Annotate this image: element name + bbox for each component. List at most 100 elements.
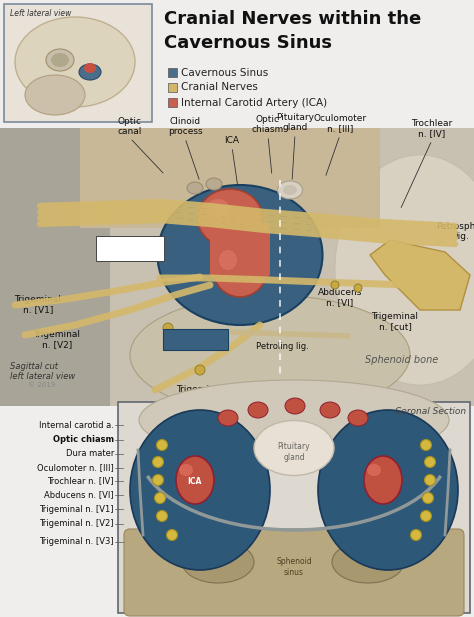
Ellipse shape [51, 53, 69, 67]
Ellipse shape [348, 410, 368, 426]
Text: Trigeminal n. [V1]: Trigeminal n. [V1] [39, 505, 114, 513]
Ellipse shape [283, 185, 297, 195]
Text: Pituitary
gland: Pituitary gland [276, 112, 314, 132]
Circle shape [153, 474, 164, 486]
Ellipse shape [248, 402, 268, 418]
Ellipse shape [187, 182, 203, 194]
Circle shape [420, 510, 431, 521]
Text: Dura mater: Dura mater [65, 450, 114, 458]
Polygon shape [370, 240, 470, 310]
Text: Optic chiasm: Optic chiasm [53, 436, 114, 444]
Text: ICA: ICA [225, 136, 239, 145]
Circle shape [425, 474, 436, 486]
Circle shape [420, 439, 431, 450]
Text: Petroling lig.: Petroling lig. [255, 342, 309, 351]
Ellipse shape [25, 75, 85, 115]
Circle shape [153, 457, 164, 468]
Ellipse shape [130, 295, 410, 415]
FancyBboxPatch shape [97, 236, 164, 260]
Ellipse shape [335, 155, 474, 385]
Ellipse shape [212, 239, 267, 297]
Ellipse shape [364, 456, 402, 504]
Circle shape [163, 323, 173, 333]
Ellipse shape [79, 64, 101, 80]
Circle shape [331, 281, 339, 289]
Circle shape [195, 365, 205, 375]
Ellipse shape [179, 464, 193, 476]
Text: Petrosphen
lig.: Petrosphen lig. [437, 222, 474, 241]
Text: Sphenoid
sinus: Sphenoid sinus [276, 557, 312, 577]
FancyBboxPatch shape [210, 223, 270, 278]
Ellipse shape [46, 49, 74, 71]
Text: Optic
canal: Optic canal [118, 117, 142, 136]
Circle shape [155, 492, 165, 503]
Ellipse shape [139, 380, 449, 460]
Circle shape [156, 510, 167, 521]
Circle shape [166, 529, 177, 540]
Text: Trigeminal
n. [V1]: Trigeminal n. [V1] [15, 295, 62, 315]
Text: Cavernous
Sinus: Cavernous Sinus [171, 329, 221, 349]
Text: Optic
chiasm: Optic chiasm [252, 115, 284, 134]
Ellipse shape [318, 410, 458, 570]
Text: Cranial Nerves within the: Cranial Nerves within the [164, 10, 421, 28]
Bar [168, 83, 177, 92]
Ellipse shape [320, 402, 340, 418]
Ellipse shape [207, 199, 229, 217]
Text: Trigeminal n. [V2]: Trigeminal n. [V2] [39, 520, 114, 529]
Circle shape [410, 529, 421, 540]
Text: Oculomoter n. [III]: Oculomoter n. [III] [37, 463, 114, 473]
Ellipse shape [367, 464, 381, 476]
FancyBboxPatch shape [164, 328, 228, 349]
Text: Pituitary
gland: Pituitary gland [278, 442, 310, 462]
Text: Trigeminal n. [V3]: Trigeminal n. [V3] [39, 537, 114, 547]
Ellipse shape [198, 189, 263, 247]
Bar [168, 68, 177, 77]
Circle shape [156, 439, 167, 450]
Ellipse shape [182, 541, 254, 583]
Text: Internal Carotid Artery (ICA): Internal Carotid Artery (ICA) [181, 97, 327, 107]
FancyBboxPatch shape [80, 128, 380, 228]
Text: Sup. orbital
fissure: Sup. orbital fissure [106, 238, 154, 258]
Text: Coronal Section: Coronal Section [395, 407, 466, 416]
Text: Sagittal cut
left lateral view: Sagittal cut left lateral view [10, 362, 75, 381]
Text: Internal carotid a.: Internal carotid a. [39, 421, 114, 429]
Text: Abducens n. [VI]: Abducens n. [VI] [45, 491, 114, 500]
Ellipse shape [254, 421, 334, 476]
FancyBboxPatch shape [124, 529, 464, 616]
Bar [0, 128, 474, 406]
Circle shape [354, 284, 362, 292]
Ellipse shape [176, 456, 214, 504]
Text: Left lateral view: Left lateral view [10, 9, 72, 18]
Ellipse shape [218, 410, 238, 426]
Text: Sphenoid bone: Sphenoid bone [365, 355, 438, 365]
Text: Abducens
n. [VI]: Abducens n. [VI] [318, 288, 362, 307]
Ellipse shape [130, 410, 270, 570]
Circle shape [169, 340, 179, 350]
Text: Cranial Nerves: Cranial Nerves [181, 83, 258, 93]
Bar [4, 4, 152, 122]
Ellipse shape [219, 250, 237, 270]
FancyBboxPatch shape [0, 128, 110, 406]
Circle shape [422, 492, 434, 503]
Ellipse shape [206, 178, 222, 190]
Text: ICA: ICA [187, 476, 201, 486]
Text: Cavernous Sinus: Cavernous Sinus [164, 34, 332, 52]
Text: Cavernous Sinus: Cavernous Sinus [181, 67, 268, 78]
Text: Trigeminal
n. [V2]: Trigeminal n. [V2] [34, 330, 81, 349]
Text: Trigeminal
n. [cut]: Trigeminal n. [cut] [372, 312, 419, 331]
Text: Clinoid
process: Clinoid process [168, 117, 202, 136]
Bar [118, 402, 470, 613]
Ellipse shape [277, 181, 302, 199]
Ellipse shape [84, 63, 96, 73]
Text: © 2019: © 2019 [28, 382, 55, 388]
Text: Trochlear
n. [IV]: Trochlear n. [IV] [411, 118, 453, 138]
Circle shape [425, 457, 436, 468]
Bar [168, 98, 177, 107]
Text: Trochlear n. [IV]: Trochlear n. [IV] [47, 476, 114, 486]
Ellipse shape [15, 17, 135, 107]
Text: Oculomoter
n. [III]: Oculomoter n. [III] [313, 114, 366, 133]
Ellipse shape [157, 185, 322, 325]
Ellipse shape [285, 398, 305, 414]
Text: Trigeminal
n. [V3]: Trigeminal n. [V3] [176, 385, 224, 404]
Ellipse shape [332, 541, 404, 583]
